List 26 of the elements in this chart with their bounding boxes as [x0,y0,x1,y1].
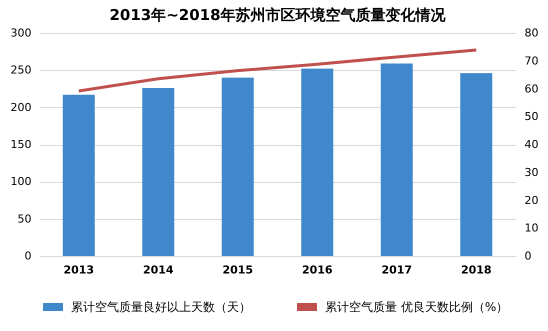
y-tick-label: 0 [24,250,32,262]
x-tick-label: 2018 [460,264,492,276]
legend-label: 累计空气质量良好以上天数（天） [71,300,251,314]
chart-title: 2013年~2018年苏州市区环境空气质量变化情况 [109,6,447,24]
y2-tick-label: 70 [524,54,538,68]
y2-tick-label: 30 [524,166,538,179]
y-tick-label: 300 [10,26,32,40]
y2-tick-label: 40 [524,138,538,151]
x-tick-label: 2013 [63,264,94,276]
y2-tick-label: 60 [524,82,538,96]
y-tick-label: 150 [10,138,32,151]
y2-tick-label: 10 [524,222,538,235]
line-series [77,48,478,92]
y-tick-label: 250 [10,64,32,77]
x-tick-label: 2014 [142,264,174,276]
y-tick-label: 200 [10,100,32,114]
y2-tick-label: 20 [524,194,538,207]
y-tick-label: 50 [18,212,32,226]
legend-label: 累计空气质量 优良天数比例（%） [325,300,508,314]
y-tick-label: 100 [10,175,32,188]
x-tick-label: 2017 [381,264,412,276]
y2-tick-label: 80 [524,26,538,40]
y2-tick-label: 0 [524,250,532,262]
x-tick-label: 2015 [222,264,254,276]
y2-tick-label: 50 [524,110,538,124]
x-tick-label: 2016 [302,264,333,276]
